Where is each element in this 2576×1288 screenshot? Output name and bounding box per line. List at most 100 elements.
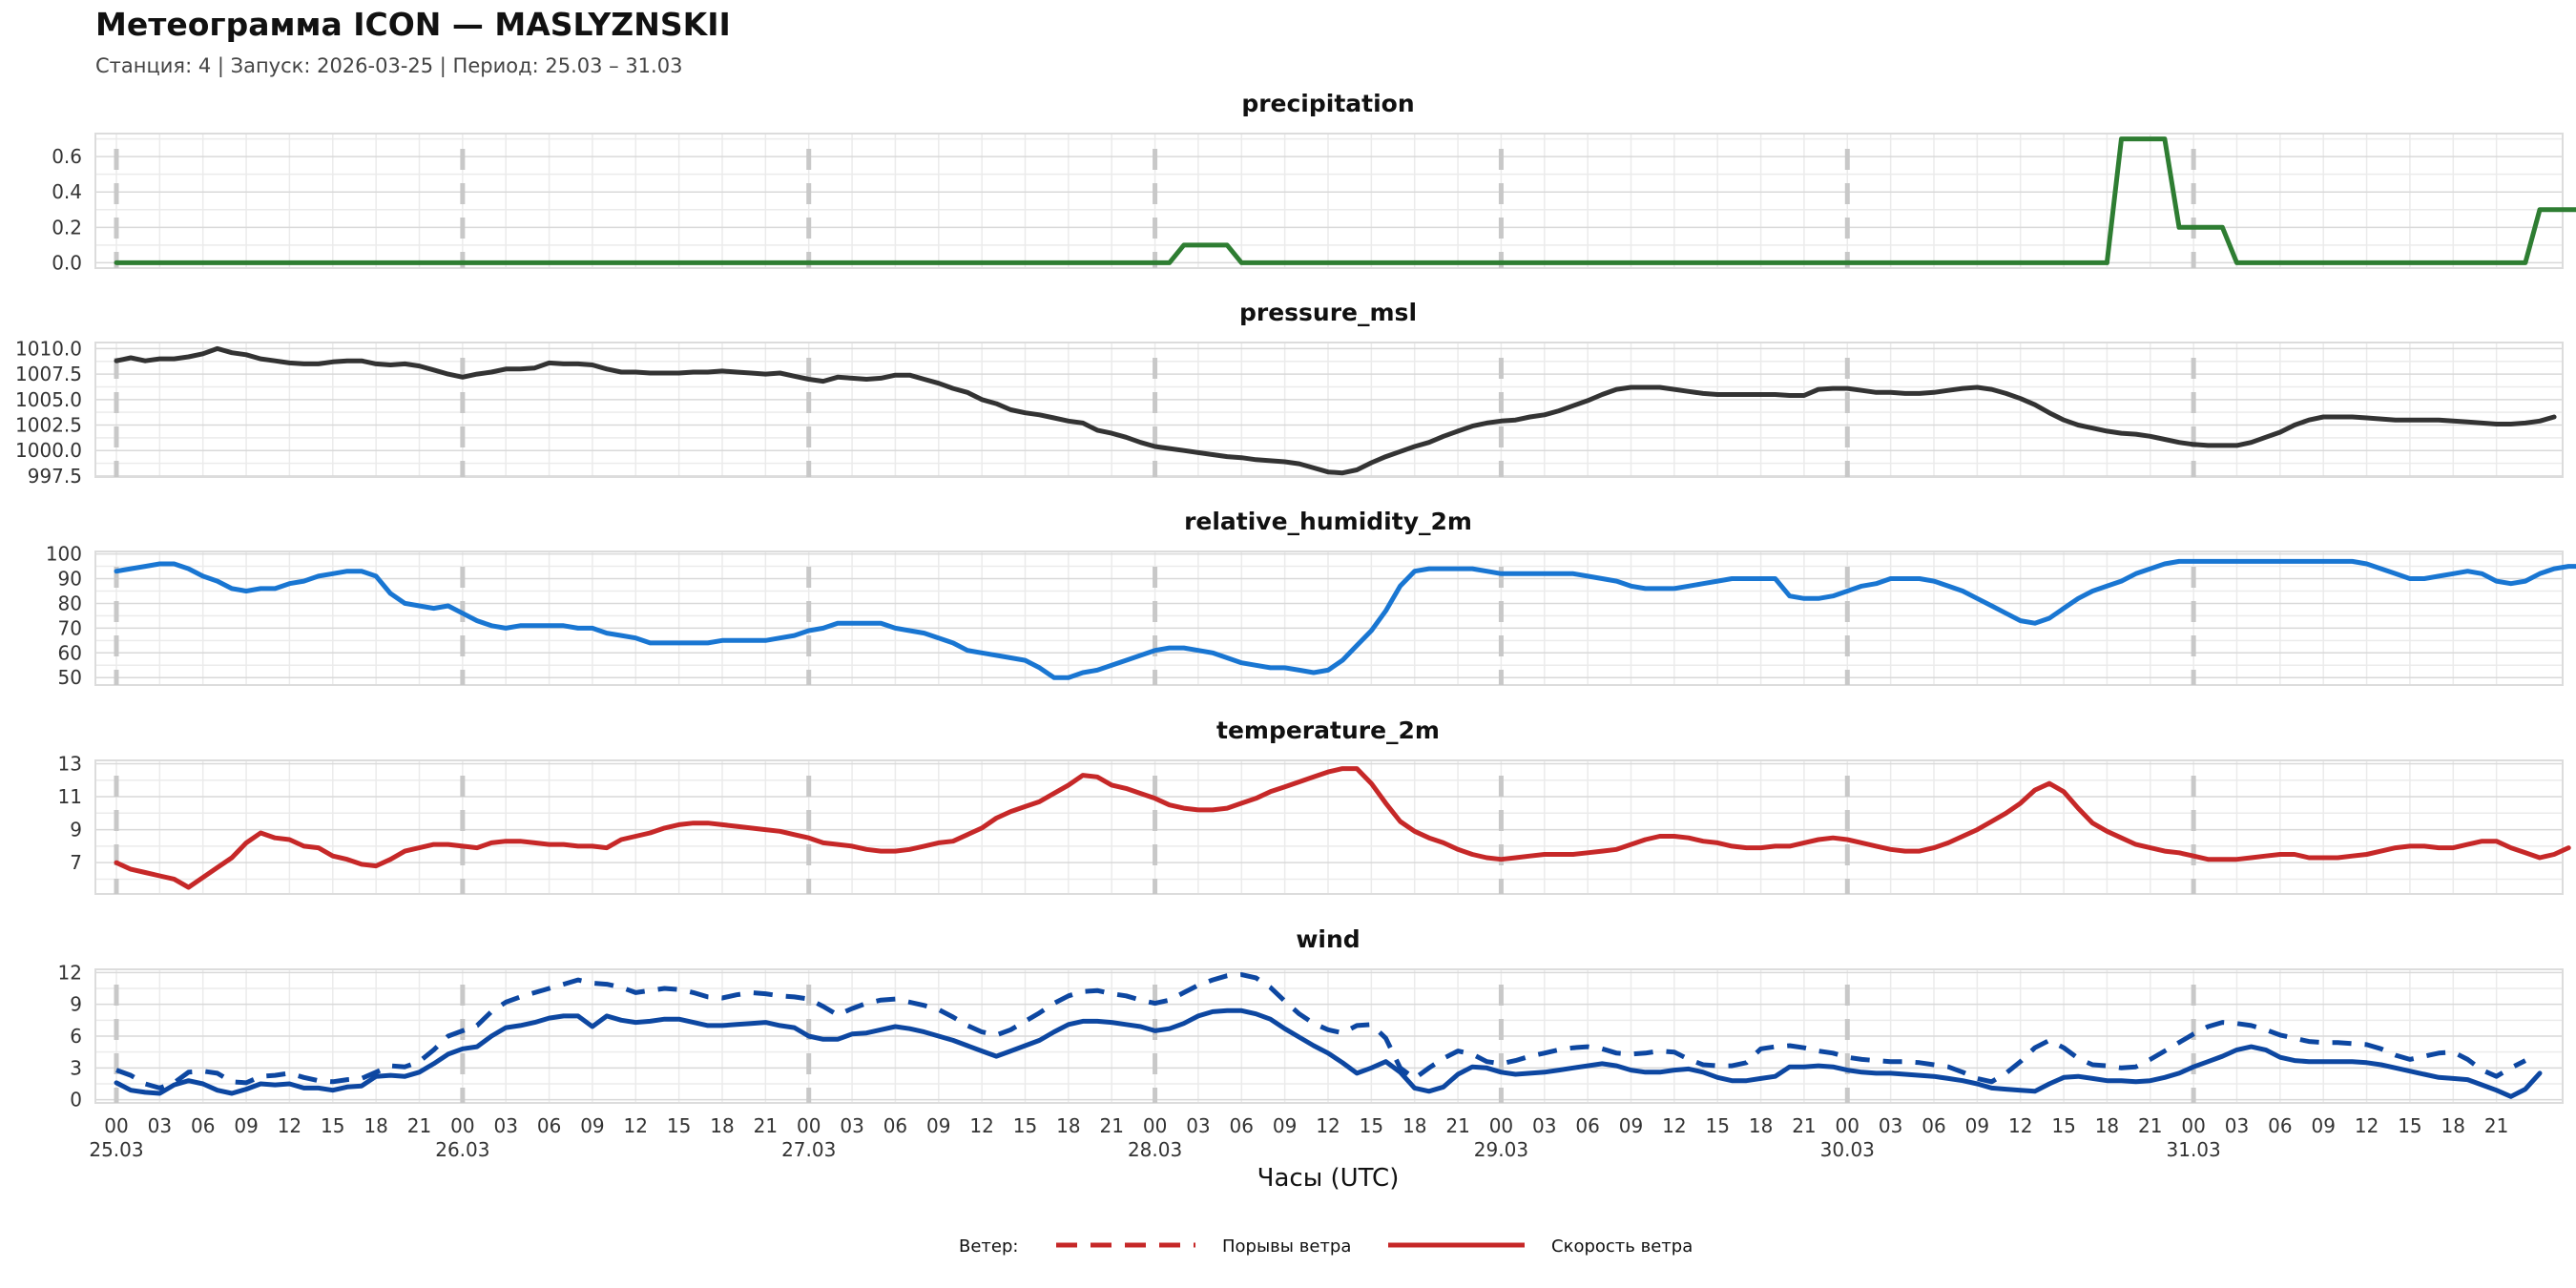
x-tick-label: 18 [2441,1114,2465,1137]
x-tick-label: 09 [926,1114,950,1137]
x-tick-label: 03 [493,1114,517,1137]
page-title: Метеограмма ICON — MASLYZNSKII [95,6,731,43]
x-tick-label: 18 [710,1114,734,1137]
y-tick-label: 9 [70,993,82,1016]
y-tick-label: 9 [70,819,82,841]
meteogram-header: Метеограмма ICON — MASLYZNSKII Станция: … [95,6,731,78]
x-tick-label: 03 [2225,1114,2249,1137]
x-tick-label: 09 [1273,1114,1297,1137]
x-date-label: 30.03 [1820,1138,1875,1161]
y-tick-label: 12 [58,961,82,984]
x-tick-label: 12 [2355,1114,2379,1137]
x-tick-label: 00 [1836,1114,1859,1137]
x-axis: 00 03 06 09 12 15 18 21 00 03 06 09 12 15 18 21 00 03 06 09… [89,1114,2508,1193]
x-tick-label: 06 [191,1114,215,1137]
panel-wind: 0 3 6 9 12 wind [58,925,2564,1111]
x-tick-label: 03 [1879,1114,1902,1137]
legend-label-speed: Скорость ветра [1551,1236,1693,1257]
y-tick-label: 997.5 [28,465,82,488]
x-tick-label: 21 [407,1114,431,1137]
x-date-label: 31.03 [2167,1138,2221,1161]
x-tick-label: 15 [321,1114,344,1137]
y-tick-label: 0.6 [52,145,82,168]
panel-frame [94,551,2564,686]
y-tick-label: 1002.5 [15,414,82,437]
x-tick-label: 06 [1230,1114,1254,1137]
y-tick-label: 13 [58,752,82,775]
page-subtitle: Станция: 4 | Запуск: 2026-03-25 | Период… [95,54,683,77]
panel-frame [94,968,2564,1104]
y-tick-label: 0.0 [52,251,82,274]
x-tick-label: 12 [2008,1114,2032,1137]
panel-title: precipitation [1241,90,1414,117]
y-tick-label: 6 [70,1025,82,1048]
panel-title: pressure_msl [1239,299,1417,326]
x-tick-label: 21 [754,1114,778,1137]
x-tick-label: 06 [1922,1114,1945,1137]
legend: Ветер: Порывы ветра Скорость ветра [959,1236,1693,1257]
x-tick-label: 03 [148,1114,172,1137]
x-date-label: 25.03 [89,1138,143,1161]
x-tick-label: 18 [2095,1114,2119,1137]
series-line-humidity [114,558,2576,680]
x-tick-label: 00 [1143,1114,1167,1137]
x-tick-label: 15 [1705,1114,1729,1137]
x-tick-label: 03 [1186,1114,1210,1137]
y-tick-label: 1000.0 [15,439,82,462]
series-line-wind [114,1008,2543,1099]
y-tick-label: 70 [58,616,82,639]
x-tick-label: 00 [1489,1114,1513,1137]
x-tick-label: 15 [1360,1114,1383,1137]
x-tick-label: 18 [1749,1114,1773,1137]
x-tick-label: 21 [2484,1114,2508,1137]
x-tick-label: 09 [2311,1114,2335,1137]
y-tick-label: 100 [46,543,82,566]
y-tick-label: 1005.0 [15,388,82,411]
x-tick-label: 03 [1532,1114,1556,1137]
x-tick-label: 06 [1575,1114,1599,1137]
x-tick-label: 00 [104,1114,128,1137]
panel-frame [94,133,2564,269]
x-tick-label: 12 [1316,1114,1340,1137]
panel-title: temperature_2m [1216,717,1440,744]
panel-temperature: 7 9 11 13 temperature_2m [58,717,2571,895]
panel-title: wind [1296,925,1360,953]
x-tick-label: 12 [624,1114,648,1137]
x-tick-label: 21 [2138,1114,2162,1137]
x-tick-label: 03 [840,1114,863,1137]
x-tick-label: 00 [2181,1114,2205,1137]
x-tick-label: 12 [1662,1114,1686,1137]
x-tick-label: 18 [1402,1114,1426,1137]
y-tick-label: 11 [58,785,82,808]
panel-title: relative_humidity_2m [1184,508,1472,535]
x-tick-label: 18 [364,1114,387,1137]
x-tick-label: 21 [1445,1114,1469,1137]
x-tick-label: 00 [797,1114,821,1137]
x-tick-label: 12 [969,1114,993,1137]
x-tick-label: 21 [1792,1114,1816,1137]
x-axis-label: Часы (UTC) [1257,1164,1400,1193]
x-tick-label: 15 [2398,1114,2421,1137]
panel-frame [94,759,2564,895]
y-tick-label: 3 [70,1056,82,1079]
series-line-precipitation [114,136,2576,265]
y-tick-label: 1010.0 [15,337,82,360]
y-tick-label: 60 [58,641,82,664]
x-tick-label: 06 [883,1114,907,1137]
x-tick-label: 15 [667,1114,691,1137]
panel-precipitation: 0.0 0.2 0.4 0.6 precipitation [52,90,2576,274]
x-tick-label: 18 [1056,1114,1080,1137]
y-tick-label: 1007.5 [15,363,82,385]
series-line-pressure [114,345,2557,476]
y-tick-label: 0.4 [52,180,82,203]
y-tick-label: 50 [58,666,82,689]
y-tick-label: 80 [58,592,82,614]
x-tick-label: 06 [537,1114,561,1137]
x-tick-label: 09 [1965,1114,1989,1137]
x-tick-label: 12 [278,1114,301,1137]
x-tick-label: 06 [2268,1114,2292,1137]
x-date-label: 29.03 [1474,1138,1528,1161]
x-tick-label: 21 [1099,1114,1123,1137]
